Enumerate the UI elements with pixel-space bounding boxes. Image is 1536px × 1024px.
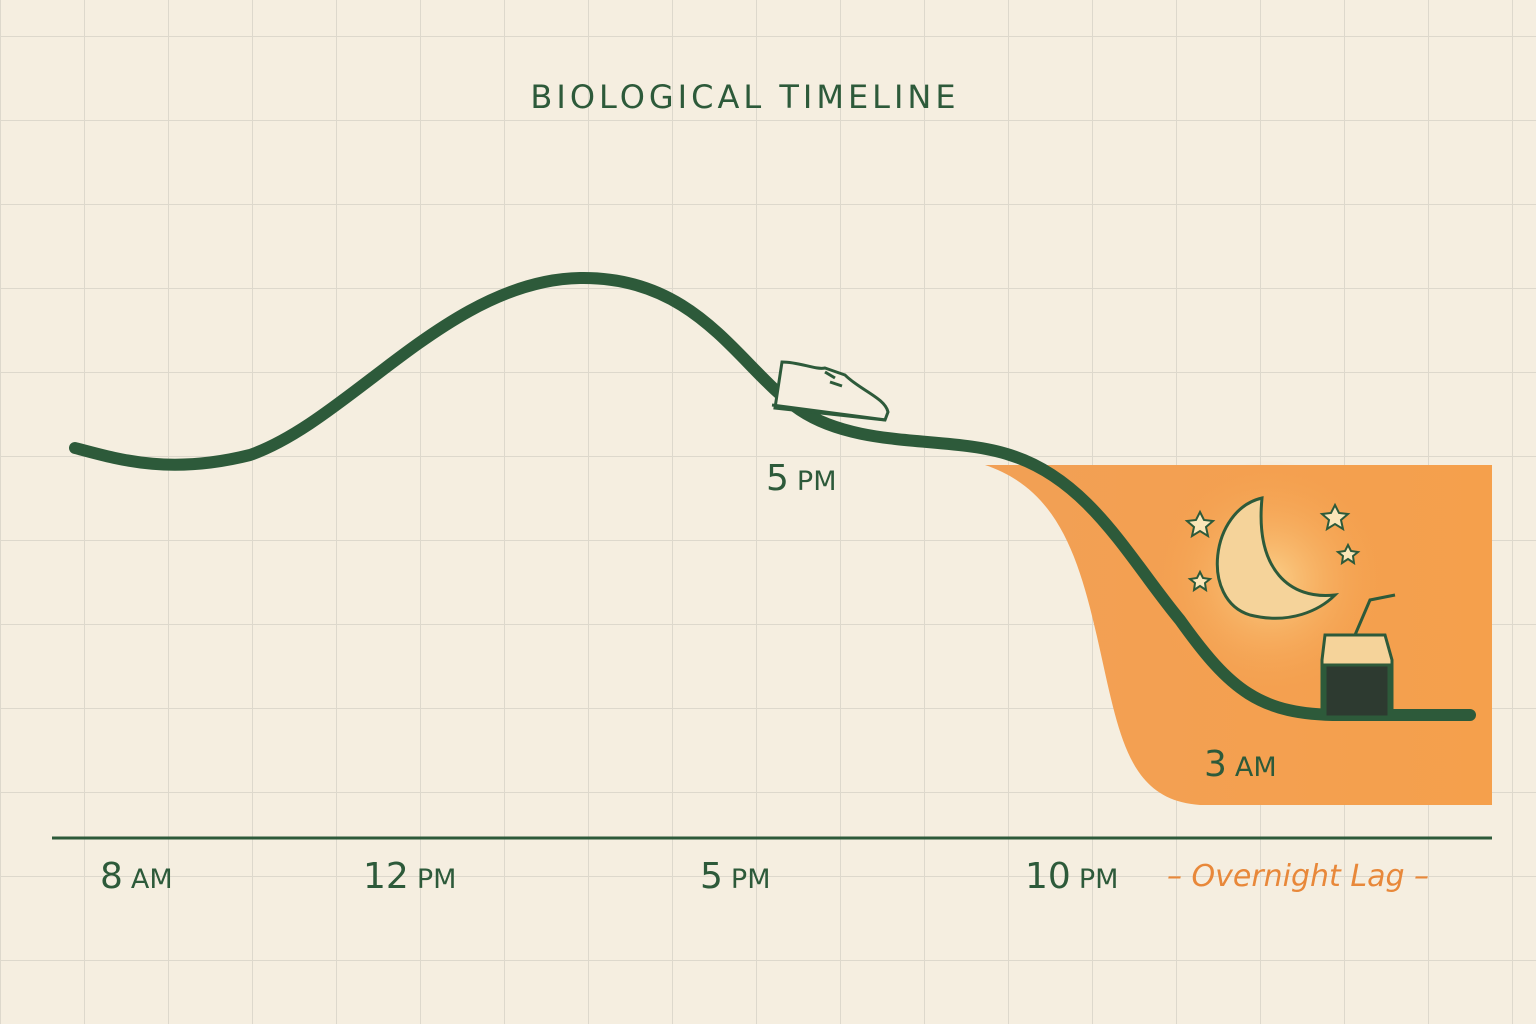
axis-label-number: 10: [1025, 856, 1071, 897]
marker-label-number: 5: [766, 458, 789, 499]
marker-label-suffix: AM: [1235, 752, 1277, 783]
axis-label-suffix: PM: [417, 864, 457, 895]
moon-icon: [1184, 496, 1361, 620]
overnight-label: – Overnight Lag –: [1167, 859, 1429, 894]
axis-label-number: 8: [100, 856, 123, 897]
shoe-icon: [771, 360, 890, 422]
axis-label-suffix: AM: [131, 864, 173, 895]
axis-label-suffix: PM: [731, 864, 771, 895]
axis-label-suffix: PM: [1079, 864, 1119, 895]
marker-label-number: 3: [1204, 744, 1227, 785]
juice-box-icon: [1320, 593, 1396, 720]
axis-label-number: 5: [700, 856, 723, 897]
axis-label-number: 12: [363, 856, 409, 897]
marker-label-suffix: PM: [797, 466, 837, 497]
title: BIOLOGICAL TIMELINE: [530, 78, 959, 116]
